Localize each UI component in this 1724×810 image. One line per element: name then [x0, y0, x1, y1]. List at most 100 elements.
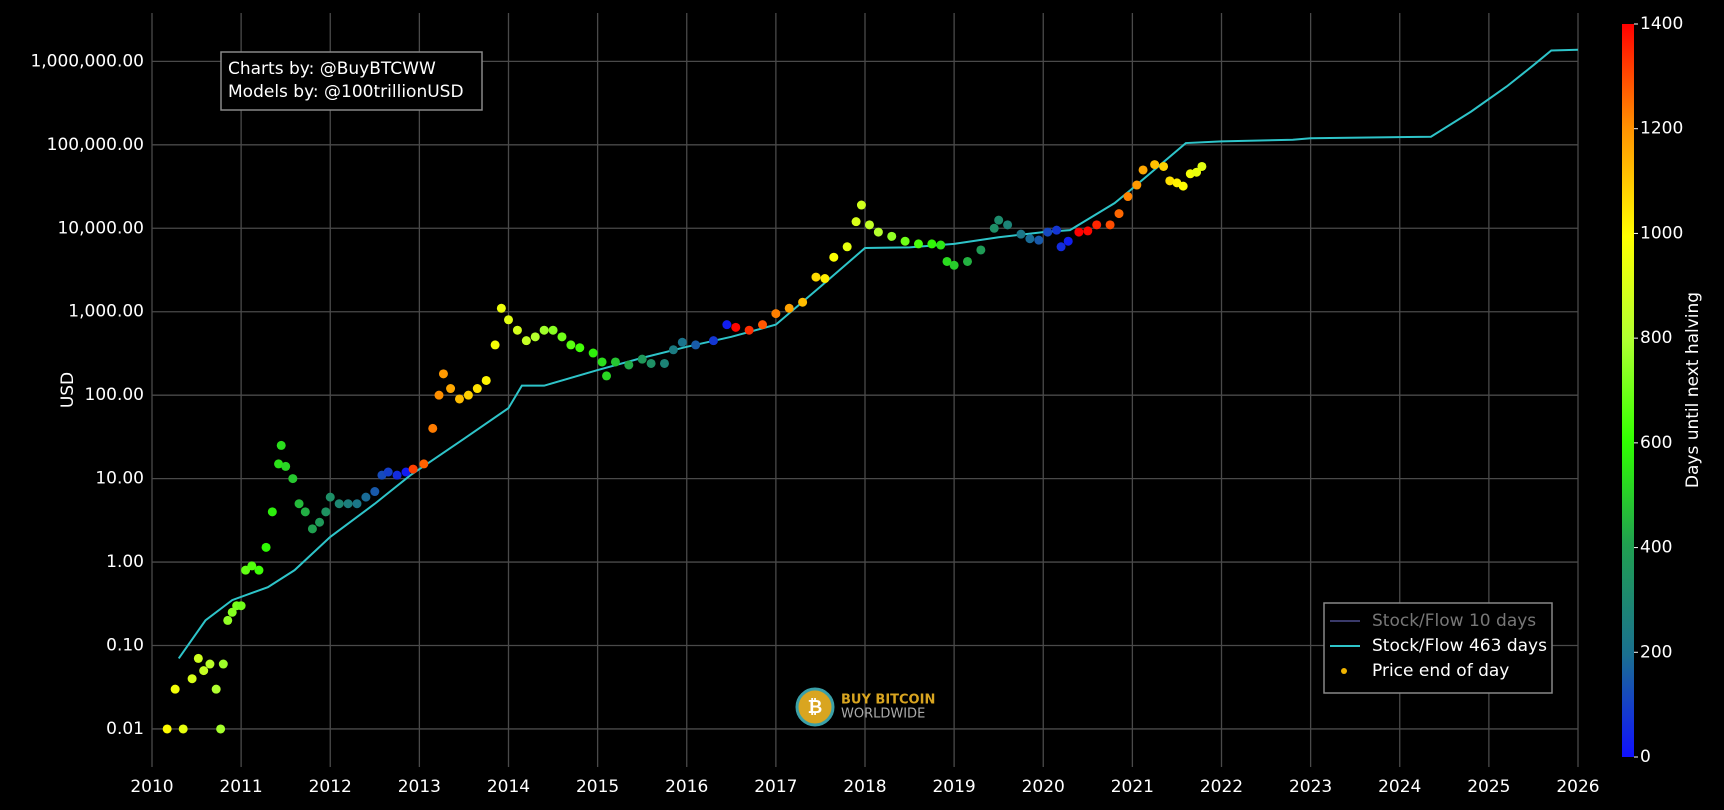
colorbar-tick-label: 600	[1640, 433, 1672, 453]
price-point	[588, 348, 598, 358]
price-point	[856, 200, 866, 210]
price-point	[325, 492, 335, 502]
price-point	[820, 274, 830, 284]
price-point	[512, 325, 522, 335]
price-point	[315, 517, 325, 527]
watermark-text: WORLDWIDE	[841, 707, 925, 722]
price-point	[261, 542, 271, 552]
price-point	[962, 256, 972, 266]
price-point	[602, 371, 612, 381]
price-point	[731, 322, 741, 332]
price-point	[521, 336, 531, 346]
price-point	[900, 236, 910, 246]
price-point	[419, 459, 429, 469]
x-tick-label: 2015	[576, 777, 619, 797]
price-point	[913, 239, 923, 249]
x-tick-label: 2023	[1289, 777, 1332, 797]
price-point	[274, 459, 284, 469]
colorbar-tick-label: 200	[1640, 642, 1672, 662]
price-point	[408, 464, 418, 474]
y-tick-label: 1,000.00	[68, 302, 144, 322]
price-point	[842, 242, 852, 252]
price-point	[307, 524, 317, 534]
x-tick-label: 2022	[1200, 777, 1243, 797]
y-tick-label: 0.10	[106, 636, 144, 656]
legend-label: Stock/Flow 10 days	[1372, 611, 1536, 631]
legend: Stock/Flow 10 days Stock/Flow 463 days Pri…	[1323, 602, 1553, 694]
price-point	[942, 256, 952, 266]
price-point	[288, 474, 298, 484]
price-point	[361, 492, 371, 502]
price-point	[267, 507, 277, 517]
price-point	[539, 325, 549, 335]
annotation-line: Charts by: @BuyBTCWW	[228, 59, 436, 79]
price-point	[677, 337, 687, 347]
x-tick-label: 2013	[398, 777, 441, 797]
price-point	[864, 220, 874, 230]
x-tick-label: 2016	[665, 777, 708, 797]
x-tick-label: 2020	[1022, 777, 1065, 797]
annotation: Charts by: @BuyBTCWW Models by: @100tril…	[220, 51, 483, 111]
price-point	[178, 724, 188, 734]
price-point	[1197, 161, 1207, 171]
price-point	[481, 375, 491, 385]
price-point	[566, 340, 576, 350]
price-point	[300, 507, 310, 517]
price-point	[187, 674, 197, 684]
price-point	[548, 325, 558, 335]
price-point	[321, 507, 331, 517]
price-point	[428, 423, 438, 433]
price-point	[438, 369, 448, 379]
price-point	[211, 684, 221, 694]
price-point	[1138, 165, 1148, 175]
sf-line	[177, 48, 1579, 660]
price-point	[829, 252, 839, 262]
legend-label: Price end of day	[1372, 661, 1509, 681]
annotation-box	[220, 51, 483, 111]
x-tick-label: 2010	[130, 777, 173, 797]
x-tick-label: 2018	[843, 777, 886, 797]
colorbar-tick-label: 1400	[1640, 14, 1683, 34]
price-point	[504, 315, 513, 325]
watermark-logo	[795, 687, 835, 727]
price-point	[989, 223, 999, 233]
legend-box	[1323, 602, 1553, 694]
price-point	[1178, 181, 1188, 191]
x-tick-label: 2012	[309, 777, 352, 797]
price-point	[434, 390, 444, 400]
watermark: ₿ BUY BITCOIN WORLDWIDE	[795, 687, 935, 727]
price-point	[1052, 225, 1062, 235]
price-point	[218, 659, 228, 669]
price-point	[637, 354, 647, 364]
price-point	[1074, 227, 1084, 237]
x-tick-label: 2021	[1111, 777, 1154, 797]
price-point	[463, 390, 473, 400]
price-point	[851, 217, 861, 227]
y-tick-label: 10.00	[95, 469, 144, 489]
price-point	[247, 561, 257, 571]
x-tick-label: 2014	[487, 777, 530, 797]
colorbar-tick-label: 1000	[1640, 223, 1683, 243]
price-point	[1123, 192, 1133, 202]
colorbar-tick-label: 0	[1640, 747, 1651, 767]
price-point	[758, 320, 768, 330]
colorbar-tick-label: 800	[1640, 328, 1672, 348]
price-point	[193, 653, 203, 663]
price-point	[597, 357, 607, 367]
price-point	[708, 336, 718, 346]
price-point	[1092, 220, 1102, 230]
colorbar-gradient	[1622, 24, 1634, 757]
price-point	[294, 499, 304, 509]
plot-area	[162, 48, 1579, 734]
price-point	[227, 607, 237, 617]
price-point	[496, 303, 506, 313]
price-point	[281, 461, 291, 471]
price-point	[199, 666, 209, 676]
price-point	[383, 467, 393, 477]
watermark-symbol: ₿	[808, 697, 823, 718]
price-point	[205, 659, 215, 669]
y-tick-label: 1.00	[106, 552, 144, 572]
price-point	[784, 303, 794, 313]
colorbar-title: Days until next halving	[1683, 292, 1703, 488]
